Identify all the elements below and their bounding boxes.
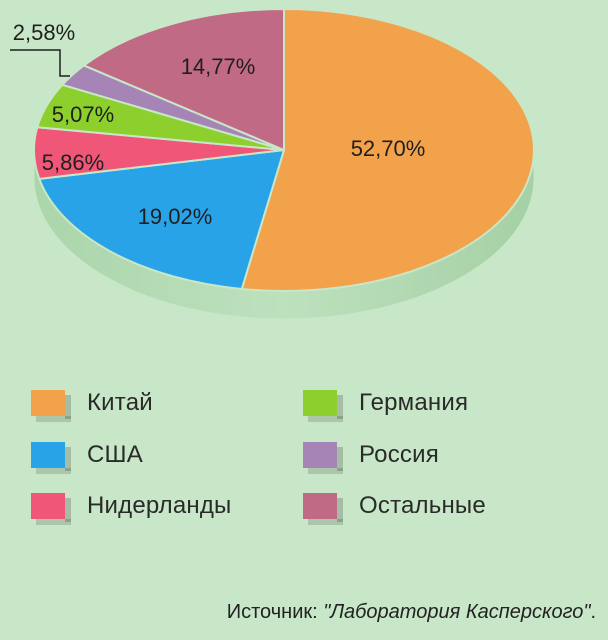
legend-label-germany: Германия (359, 389, 469, 416)
legend-label-netherlands: Нидерланды (87, 492, 232, 519)
legend-label-russia: Россия (359, 441, 439, 468)
legend-swatch-usa (31, 442, 71, 474)
pie-slice-label-2: 5,86% (42, 150, 104, 175)
legend-item-others: Остальные (303, 492, 486, 525)
legend-swatch-china (31, 390, 71, 422)
legend-item-russia: Россия (303, 441, 439, 474)
pie-slice-1 (38, 149, 285, 290)
legend-item-usa: США (31, 441, 143, 474)
legend-label-others: Остальные (359, 492, 486, 519)
pie-slice-labels: 52,70% 19,02% 5,86% 5,07% 2,58% 14,77% (10, 20, 425, 229)
legend-swatch-russia (303, 442, 343, 474)
pie-chart: 52,70% 19,02% 5,86% 5,07% 2,58% 14,77% (10, 8, 535, 320)
legend-swatch-netherlands (31, 493, 71, 525)
legend-label-usa: США (87, 441, 143, 468)
legend-item-germany: Германия (303, 389, 469, 422)
pie-slice-label-4: 2,58% (13, 20, 75, 45)
legend-item-china: Китай (31, 389, 153, 422)
russia-leader-line (10, 49, 70, 77)
source-prefix: Источник: (226, 601, 324, 623)
pie-slice-5 (82, 8, 285, 151)
legend-swatch-germany (303, 390, 343, 422)
source-suffix: . (590, 601, 596, 623)
pie-slices (33, 8, 535, 292)
source-note: Источник: "Лаборатория Касперского". (227, 601, 596, 624)
pie-slice-label-3: 5,07% (52, 102, 114, 127)
legend-label-china: Китай (87, 389, 153, 416)
pie-slice-label-5: 14,77% (181, 54, 256, 79)
pie-slice-label-0: 52,70% (351, 136, 426, 161)
pie-slice-0 (240, 8, 535, 292)
source-title: "Лаборатория Касперского" (323, 601, 591, 623)
legend-swatch-others (303, 493, 343, 525)
legend-item-netherlands: Нидерланды (31, 492, 232, 525)
pie-slice-label-1: 19,02% (138, 204, 213, 229)
